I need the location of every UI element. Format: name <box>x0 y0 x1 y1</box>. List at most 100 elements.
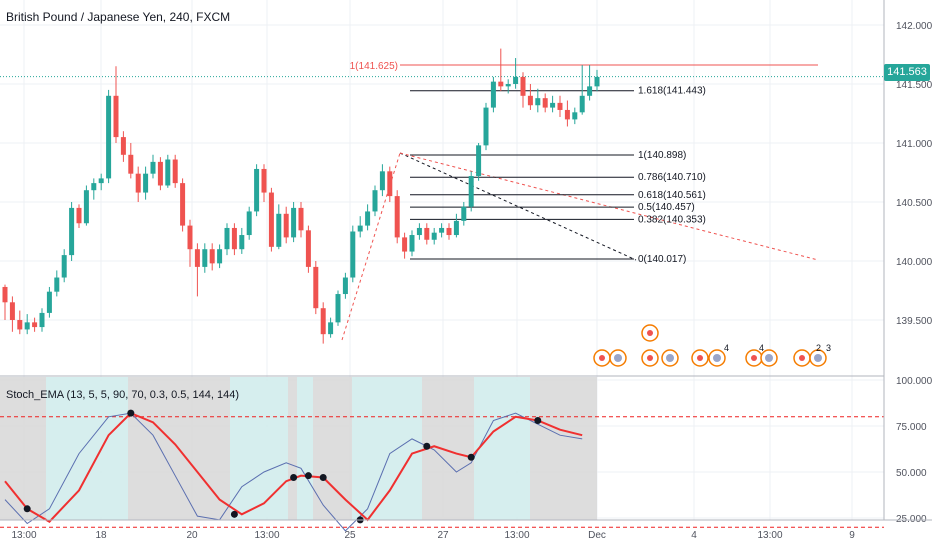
candle-body <box>468 176 474 207</box>
indicator-tick-label: 75.000 <box>896 422 927 433</box>
event-marker <box>661 349 679 367</box>
candle-body <box>91 183 97 191</box>
signal-line <box>4 411 583 523</box>
candle-body <box>409 235 415 252</box>
candle-body <box>313 266 319 309</box>
event-marker <box>793 349 811 367</box>
price-tick-label: 141.000 <box>896 139 932 150</box>
crossover-dot <box>290 474 298 482</box>
candle-body <box>453 220 459 236</box>
candle-body <box>305 230 311 267</box>
indicator-zone <box>230 377 288 520</box>
candle-body <box>261 168 267 193</box>
candle-body <box>572 112 578 120</box>
time-tick-label: 13:00 <box>254 530 279 541</box>
indicator-background <box>0 377 597 520</box>
candle-body <box>2 286 8 303</box>
candle-body <box>254 168 260 212</box>
event-marker <box>641 324 659 342</box>
time-tick-label: 9 <box>849 530 855 541</box>
indicator-zone <box>0 377 46 520</box>
candle-body <box>372 190 378 212</box>
candle-body <box>513 76 519 84</box>
candle-body <box>128 154 134 174</box>
crossover-dot <box>304 472 312 480</box>
indicator-tick-label: 100.000 <box>896 376 932 387</box>
candle-body <box>39 312 45 328</box>
candle-body <box>579 95 585 113</box>
candle-body <box>490 81 496 108</box>
candle-body <box>557 102 563 110</box>
candle-body <box>483 107 489 146</box>
candle-body <box>9 302 15 320</box>
indicator-zone <box>530 377 597 520</box>
candle-body <box>357 225 363 232</box>
time-tick-label: 20 <box>186 530 198 541</box>
fib-level-label: 0.618(140.561) <box>638 190 706 201</box>
candle-body <box>505 84 511 87</box>
candle-body <box>54 277 60 292</box>
time-tick-label: 18 <box>95 530 107 541</box>
candle-body <box>143 173 149 193</box>
fib-trend-line <box>399 152 819 261</box>
time-tick-label: Dec <box>588 530 606 541</box>
event-marker <box>760 349 778 367</box>
candle-body <box>46 291 52 313</box>
candle-body <box>461 206 467 221</box>
indicator-tick-label: 50.000 <box>896 468 927 479</box>
crossover-dot <box>423 442 431 450</box>
candle-body <box>61 255 67 278</box>
fib-level-label: 1.618(141.443) <box>638 86 706 97</box>
candle-body <box>268 192 274 247</box>
fast-line <box>4 412 583 532</box>
candle-body <box>387 171 393 197</box>
candle-body <box>217 249 223 264</box>
candle-body <box>431 232 437 240</box>
price-tick-label: 139.500 <box>896 316 932 327</box>
event-marker <box>593 349 611 367</box>
candle-body <box>209 249 215 264</box>
candle-body <box>276 213 282 247</box>
candle-body <box>24 322 30 330</box>
candle-body <box>17 320 23 330</box>
candle-body <box>202 249 208 267</box>
candle-body <box>150 161 156 174</box>
candle-body <box>76 207 82 224</box>
indicator-zone <box>313 377 352 520</box>
candle-body <box>120 137 126 155</box>
candle-body <box>231 227 237 250</box>
fib-trend-line <box>399 152 637 261</box>
candle-body <box>172 159 178 184</box>
candle-body <box>69 207 75 256</box>
candle-body <box>98 178 104 184</box>
time-tick-label: 13:00 <box>757 530 782 541</box>
candle-body <box>535 98 541 106</box>
candle-body <box>594 76 600 87</box>
candle-body <box>416 227 422 236</box>
candle-body <box>402 237 408 252</box>
candle-body <box>527 95 533 106</box>
event-marker <box>691 349 709 367</box>
candles <box>2 48 600 344</box>
price-tick-label: 142.000 <box>896 21 932 32</box>
time-tick-label: 4 <box>691 530 697 541</box>
candle-body <box>335 294 341 323</box>
candle-body <box>83 190 89 224</box>
indicator-zone <box>46 377 128 520</box>
resistance-label: 1(141.625) <box>350 61 398 72</box>
candle-body <box>224 227 230 250</box>
candle-body <box>320 308 326 335</box>
candle-body <box>239 235 245 250</box>
indicator-zone <box>474 377 530 520</box>
candle-body <box>135 173 141 193</box>
indicator-zone <box>297 377 313 520</box>
indicator-title: Stoch_EMA (13, 5, 5, 90, 70, 0.3, 0.5, 1… <box>6 389 239 401</box>
candle-body <box>550 102 556 108</box>
indicator-zone <box>352 377 422 520</box>
time-tick-label: 13:00 <box>504 530 529 541</box>
candle-body <box>542 98 548 108</box>
event-marker <box>809 349 827 367</box>
candle-body <box>180 183 186 226</box>
